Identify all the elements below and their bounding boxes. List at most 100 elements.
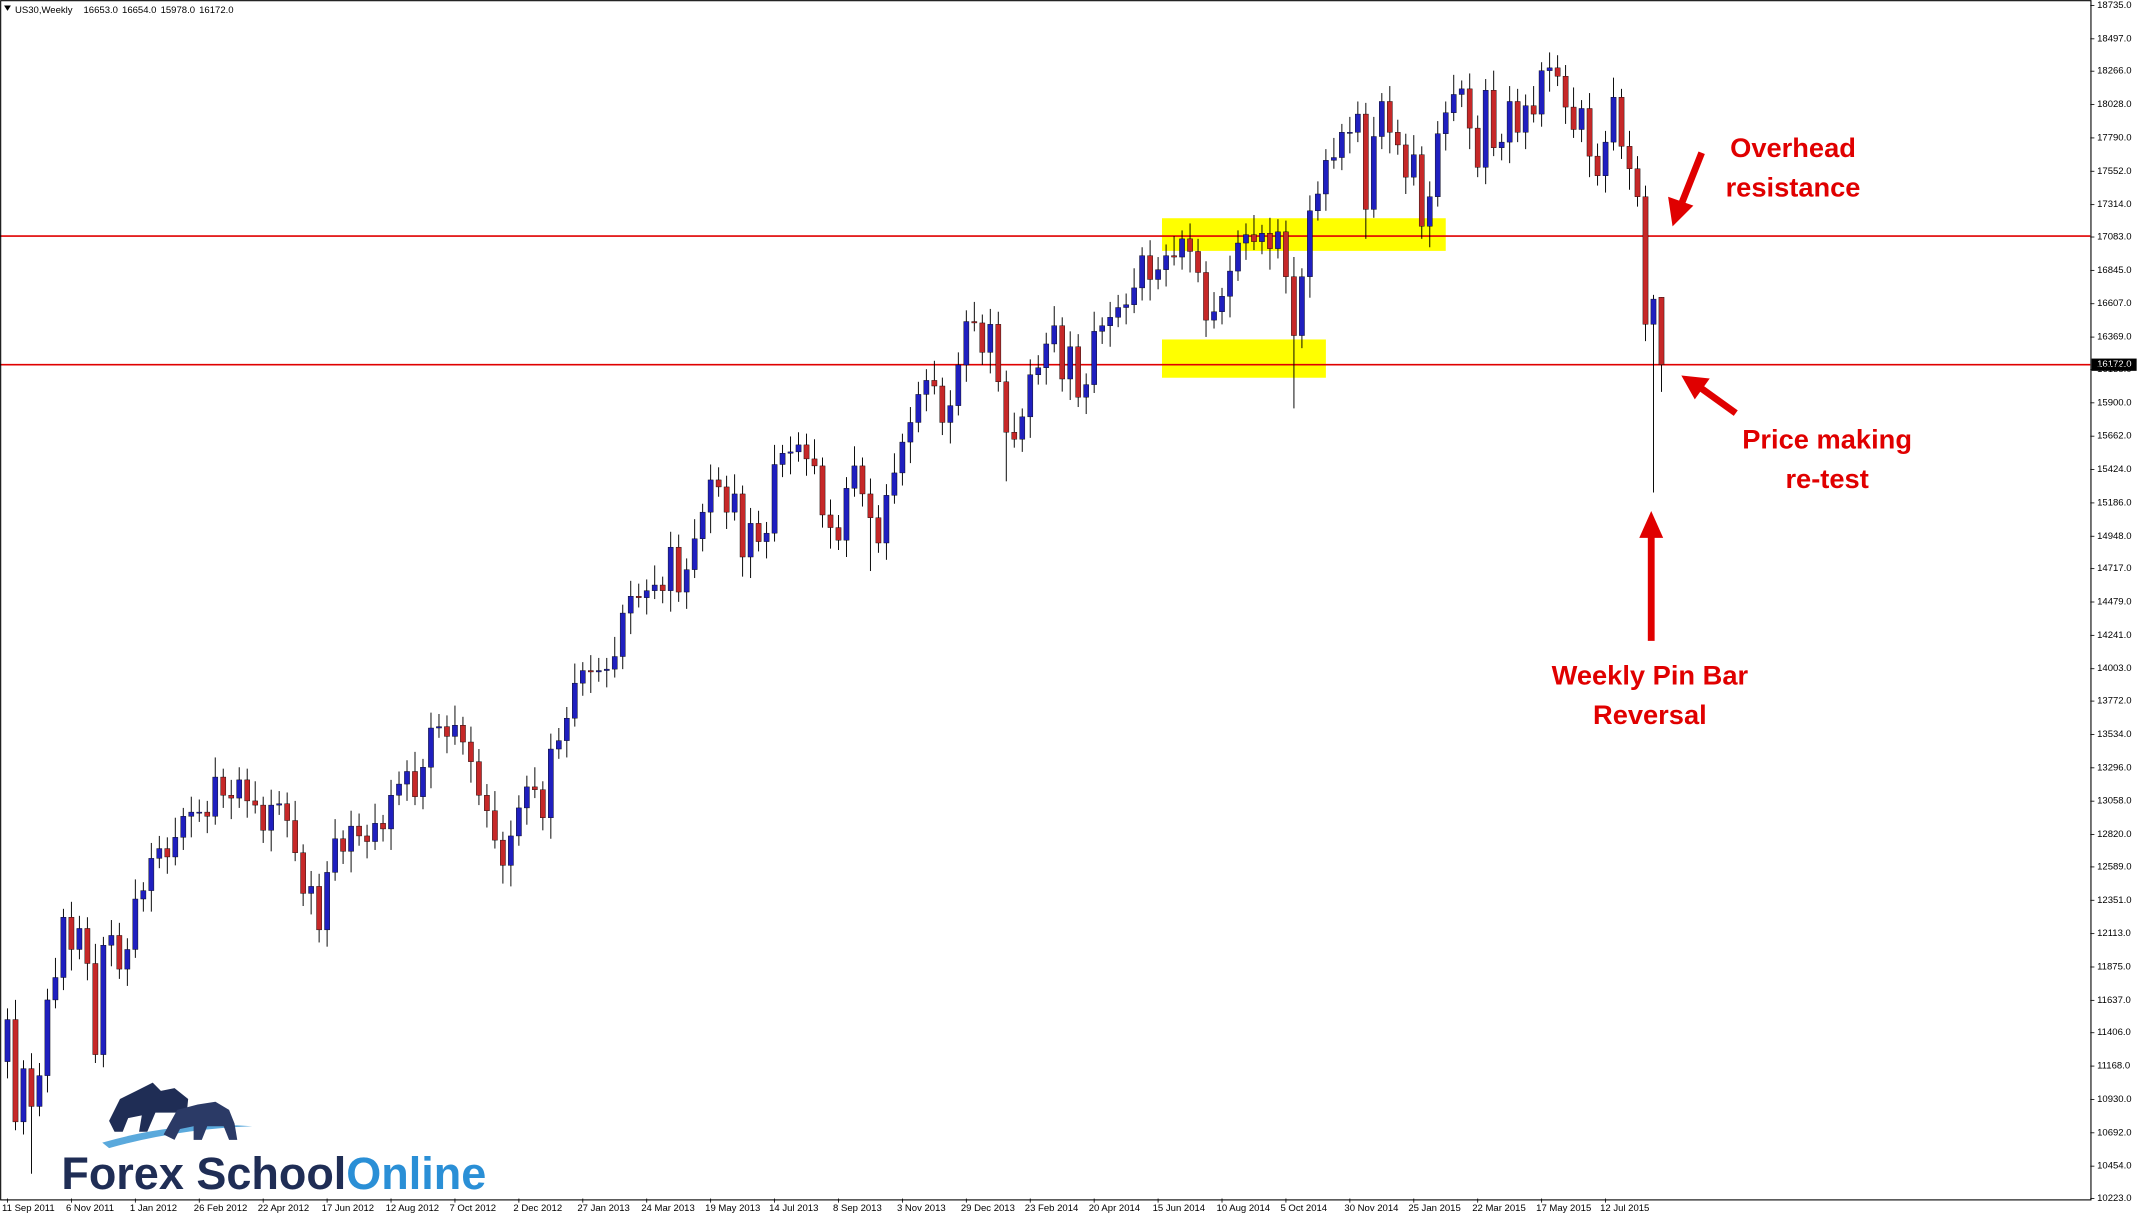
candle-body bbox=[1610, 97, 1617, 143]
candle-body bbox=[476, 761, 482, 796]
candle-body bbox=[1043, 343, 1050, 368]
y-tick-label: 14003.0 bbox=[2097, 663, 2131, 674]
candle-body bbox=[164, 848, 171, 858]
x-tick-label: 2 Dec 2012 bbox=[513, 1203, 562, 1214]
candle-body bbox=[627, 596, 634, 614]
candle-body bbox=[659, 584, 666, 591]
candle-body bbox=[268, 804, 274, 831]
candle-body bbox=[707, 479, 714, 513]
y-tick-label: 13296.0 bbox=[2097, 762, 2131, 773]
y-tick-label: 17790.0 bbox=[2097, 132, 2131, 143]
candle-body bbox=[12, 1019, 19, 1123]
candle-body bbox=[1259, 233, 1265, 242]
candle-body bbox=[851, 465, 858, 489]
x-tick-label: 23 Feb 2014 bbox=[1025, 1203, 1079, 1214]
candle-body bbox=[1171, 255, 1177, 258]
y-tick-label: 14241.0 bbox=[2097, 630, 2131, 641]
candle-body bbox=[132, 898, 139, 950]
x-tick-label: 6 Nov 2011 bbox=[66, 1203, 114, 1214]
candle-body bbox=[1243, 234, 1249, 244]
candle-body bbox=[1219, 296, 1225, 312]
candle-body bbox=[76, 928, 83, 950]
candle-body bbox=[140, 890, 147, 900]
candle-body bbox=[699, 511, 706, 539]
candle-body bbox=[1179, 238, 1185, 258]
x-tick-label: 22 Mar 2015 bbox=[1472, 1203, 1526, 1214]
candle-body bbox=[923, 380, 930, 395]
x-tick-label: 25 Jan 2015 bbox=[1408, 1203, 1460, 1214]
x-tick-label: 17 May 2015 bbox=[1536, 1203, 1591, 1214]
candle-body bbox=[1059, 325, 1066, 380]
x-tick-label: 20 Apr 2014 bbox=[1089, 1203, 1141, 1214]
arrow bbox=[1699, 385, 1738, 416]
candle-body bbox=[1131, 287, 1137, 305]
x-tick-label: 30 Nov 2014 bbox=[1344, 1203, 1399, 1214]
candle-body bbox=[428, 727, 434, 768]
candle-body bbox=[1418, 154, 1425, 227]
zone bbox=[1161, 339, 1326, 378]
candle-body bbox=[1011, 432, 1018, 440]
y-tick-label: 14948.0 bbox=[2097, 531, 2131, 542]
candle-body bbox=[220, 776, 227, 796]
candle-body bbox=[971, 321, 978, 324]
candle-body bbox=[1458, 88, 1465, 95]
x-tick-label: 27 Jan 2013 bbox=[577, 1203, 629, 1214]
candle-body bbox=[1490, 90, 1497, 148]
candle-body bbox=[651, 584, 658, 591]
header-high: 16654.0 bbox=[122, 5, 156, 16]
candle-body bbox=[532, 786, 538, 790]
candle-body bbox=[1323, 160, 1329, 195]
candle-body bbox=[1562, 76, 1569, 108]
candle-body bbox=[92, 963, 99, 1055]
y-tick-label: 11406.0 bbox=[2097, 1027, 2131, 1038]
candle-body bbox=[404, 771, 410, 785]
zones bbox=[1161, 218, 1446, 378]
candle-body bbox=[548, 748, 554, 818]
header-open: 16653.0 bbox=[83, 5, 117, 16]
logo: Forex SchoolOnline bbox=[61, 1082, 486, 1199]
candle-body bbox=[1027, 374, 1034, 418]
x-tick-label: 15 Jun 2014 bbox=[1153, 1203, 1206, 1214]
candle-body bbox=[811, 458, 818, 467]
arrow bbox=[1678, 151, 1705, 206]
candle-body bbox=[771, 464, 778, 534]
candle-body bbox=[883, 495, 890, 544]
annotation: Price making bbox=[1742, 424, 1912, 455]
header: US30,Weekly 16653.0 16654.0 15978.0 16172.0 bbox=[15, 5, 234, 16]
candle-body bbox=[36, 1075, 43, 1107]
x-tick-label: 5 Oct 2014 bbox=[1280, 1203, 1327, 1214]
candle-body bbox=[516, 807, 522, 837]
plot bbox=[0, 52, 2091, 1174]
logo-text: Forex SchoolOnline bbox=[61, 1148, 486, 1199]
x-tick-label: 17 Jun 2012 bbox=[322, 1203, 374, 1214]
candle-body bbox=[939, 385, 946, 423]
candle-body bbox=[1482, 90, 1489, 168]
candle-body bbox=[1275, 231, 1281, 249]
candle-body bbox=[436, 726, 442, 729]
candle-body bbox=[827, 514, 834, 528]
candle-body bbox=[1634, 168, 1641, 197]
candle-body bbox=[244, 779, 251, 802]
candle-body bbox=[915, 394, 922, 423]
y-tick-label: 11875.0 bbox=[2097, 962, 2131, 973]
candle-body bbox=[572, 682, 578, 719]
candle-body bbox=[292, 820, 298, 853]
y-tick-label: 16845.0 bbox=[2097, 265, 2131, 276]
y-tick-label: 10692.0 bbox=[2097, 1127, 2131, 1138]
candle-body bbox=[1658, 297, 1665, 365]
candle-body bbox=[1554, 67, 1561, 77]
candle-body bbox=[116, 935, 123, 970]
candle-body bbox=[1578, 108, 1585, 130]
candle-body bbox=[979, 322, 986, 353]
candle-body bbox=[1099, 325, 1105, 332]
x-tick-label: 8 Sep 2013 bbox=[833, 1203, 882, 1214]
candle-body bbox=[148, 858, 155, 891]
x-tick-label: 12 Jul 2015 bbox=[1600, 1203, 1649, 1214]
candle-body bbox=[396, 783, 402, 796]
candle-body bbox=[84, 928, 91, 964]
y-tick-label: 12113.0 bbox=[2097, 928, 2131, 939]
candle-body bbox=[1083, 384, 1089, 398]
candle-body bbox=[20, 1068, 27, 1123]
candle-body bbox=[1035, 367, 1042, 375]
candle-body bbox=[1203, 272, 1209, 321]
